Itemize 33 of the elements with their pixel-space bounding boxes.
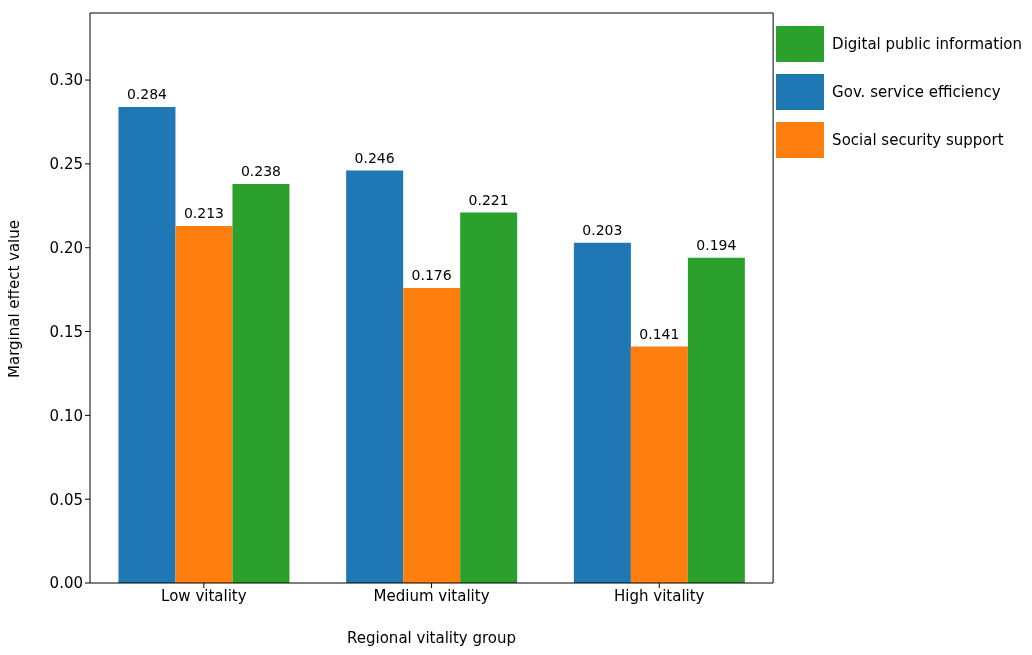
- data-label: 0.141: [639, 325, 680, 342]
- x-axis-title: Regional vitality group: [347, 629, 517, 647]
- y-tick-label: 0.25: [49, 155, 83, 174]
- y-tick-label: 0.10: [49, 406, 83, 425]
- bar: [232, 184, 290, 583]
- legend-label: Social security support: [832, 130, 1004, 149]
- data-label: 0.176: [411, 266, 452, 283]
- y-axis-title: Marginal effect value: [5, 219, 24, 378]
- data-label: 0.203: [582, 221, 623, 238]
- data-label: 0.246: [354, 149, 395, 166]
- data-label: 0.284: [126, 85, 168, 102]
- bar: [118, 106, 176, 583]
- legend-label: Gov. service efficiency: [832, 82, 1001, 101]
- y-tick-label: 0.20: [49, 239, 83, 258]
- data-label: 0.238: [240, 163, 282, 179]
- data-label: 0.194: [696, 236, 737, 253]
- bar: [573, 242, 631, 583]
- y-tick-label: 0.15: [49, 322, 83, 341]
- y-tick-label: 0.30: [49, 71, 83, 90]
- y-tick-label: 0.00: [49, 574, 83, 593]
- x-tick-label: Low vitality: [161, 586, 247, 605]
- legend-label: Digital public information: [832, 34, 1022, 53]
- bar: [346, 170, 404, 583]
- data-label: 0.221: [468, 191, 509, 208]
- bar: [175, 225, 233, 583]
- data-label: 0.213: [183, 204, 225, 221]
- bar: [403, 287, 461, 583]
- x-tick-label: Medium vitality: [373, 586, 490, 605]
- y-tick-label: 0.05: [49, 490, 83, 509]
- bar: [630, 346, 688, 583]
- bar: [687, 257, 745, 583]
- bar: [460, 212, 518, 583]
- x-tick-label: High vitality: [614, 586, 705, 605]
